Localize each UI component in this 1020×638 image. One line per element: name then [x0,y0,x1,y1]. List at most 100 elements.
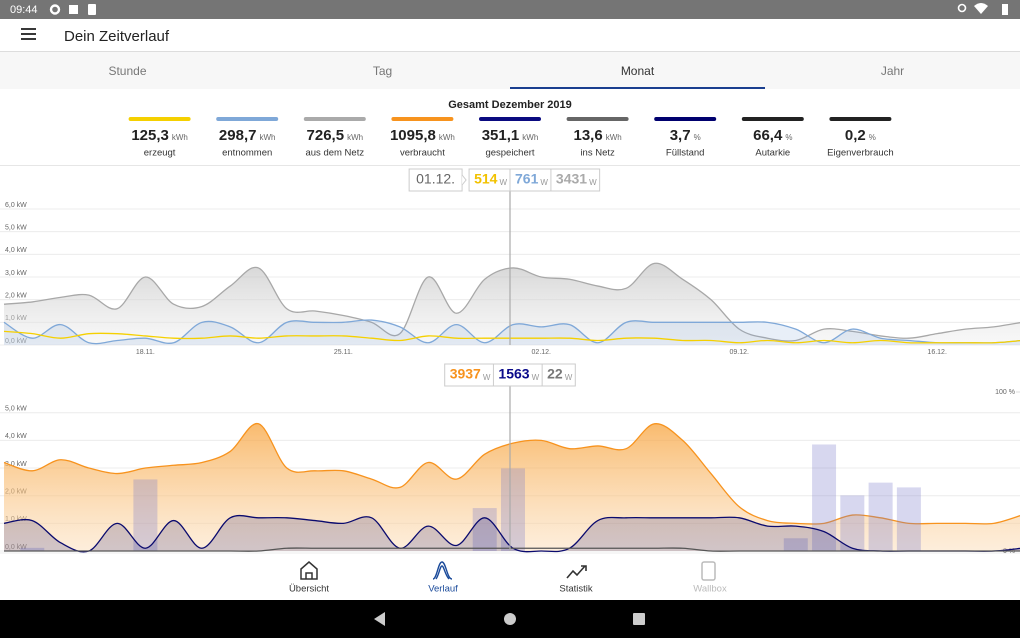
summary-label: Füllstand [666,148,705,159]
bar [133,479,158,551]
nav-label: Wallbox [693,584,727,595]
legend-swatch [741,117,804,121]
y-tick-label: 5,0 kW [5,406,27,413]
x-tick-label: 18.11. [136,349,155,356]
summary-unit: kWh [259,133,275,142]
y-tick-label: 6,0 kW [5,202,27,209]
tooltip-value: 3937 [450,366,481,382]
nav-label[interactable]: Verlauf [428,584,458,595]
summary-value: 3,7 [670,127,691,144]
y-tick-label: 5,0 kW [5,225,27,232]
statistics-icon [566,565,587,579]
area-fill [4,319,1020,345]
home-button[interactable] [504,613,516,625]
summary-label: Autarkie [755,148,790,159]
summary-value: 0,2 [845,127,866,144]
x-tick-label: 02.12. [532,349,552,356]
bar [20,547,45,551]
summary-title: Gesamt Dezember 2019 [448,99,572,111]
tab[interactable]: Monat [621,64,655,78]
legend-swatch [829,117,892,121]
tooltip-date: 01.12. [416,171,455,187]
nav-label[interactable]: Übersicht [289,584,329,595]
line [4,547,1020,552]
tab-bar [0,52,1020,89]
y2-tick-label: 100 % [995,389,1015,396]
summary-unit: kWh [606,133,622,142]
summary-value: 726,5 [307,127,345,144]
summary-label: gespeichert [485,148,534,159]
legend-swatch [216,117,279,121]
summary-unit: kWh [522,133,538,142]
tooltip-value: 3431 [556,171,587,187]
recents-button[interactable] [633,613,645,625]
y-tick-label: 4,0 kW [5,247,27,254]
tooltip-value: 22 [547,366,563,382]
summary-value: 1095,8 [390,127,436,144]
tooltip-value: 761 [515,171,539,187]
line [3,262,1020,342]
summary-value: 298,7 [219,127,257,144]
summary-unit: kWh [439,133,455,142]
legend-swatch [128,117,191,121]
tooltip-unit: W [540,178,548,187]
x-tick-label: 16.12. [927,349,947,356]
line [3,330,1020,344]
app-title: Dein Zeitverlauf [64,28,170,45]
tab[interactable]: Jahr [881,64,904,78]
tooltip-unit: W [483,373,491,382]
tooltip-box [468,168,601,192]
summary-value: 66,4 [753,127,783,144]
tooltip-unit: W [589,178,597,187]
y-tick-label: 3,0 kW [5,461,27,468]
summary-label: Eigenverbrauch [827,148,894,159]
summary-label: entnommen [222,148,272,159]
y-tick-label: 2,0 kW [5,293,27,300]
legend-swatch [654,117,717,121]
summary-unit: % [869,133,876,142]
tooltip-unit: W [499,178,507,187]
summary-value: 125,3 [131,127,169,144]
menu-button[interactable] [21,28,36,40]
bar [840,495,865,551]
wallbox-icon [701,561,716,581]
status-bar [0,0,1020,19]
tab-indicator [510,87,765,89]
legend-swatch [479,117,541,121]
tab[interactable]: Stunde [108,64,146,78]
summary-unit: % [694,133,701,142]
summary-label: verbraucht [400,148,445,159]
app-bar [0,19,1020,52]
wifi-icon [974,3,988,14]
home-icon [300,561,318,580]
tooltip-unit: W [532,373,540,382]
tab[interactable]: Tag [373,64,392,78]
summary-unit: kWh [347,133,363,142]
line [3,319,1020,345]
summary-value: 13,6 [573,127,602,144]
bar [501,468,525,551]
bar [783,538,808,551]
chart: 0,0 kW1,0 kW2,0 kW3,0 kW4,0 kW5,0 kW6,0 … [0,168,1020,356]
summary-label: aus dem Netz [305,148,364,159]
tooltip-unit: W [565,373,573,382]
y-tick-label: 4,0 kW [5,433,27,440]
x-tick-label: 25.11. [334,349,353,356]
line [3,423,1020,525]
summary-unit: kWh [172,133,188,142]
bar [812,444,837,551]
legend-swatch [391,117,454,121]
back-button[interactable] [374,612,385,626]
legend-swatch [566,117,629,121]
tooltip-value: 1563 [498,366,529,382]
notification-icon [69,5,78,14]
chart: 0,0 kW1,0 kW2,0 kW3,0 kW4,0 kW5,0 kW100 … [0,363,1020,555]
settings-icon [49,4,61,15]
nav-label[interactable]: Statistik [559,584,593,595]
summary-value: 351,1 [482,127,520,144]
area-fill [4,423,1020,551]
battery-icon [1002,4,1008,15]
bar [472,508,497,551]
